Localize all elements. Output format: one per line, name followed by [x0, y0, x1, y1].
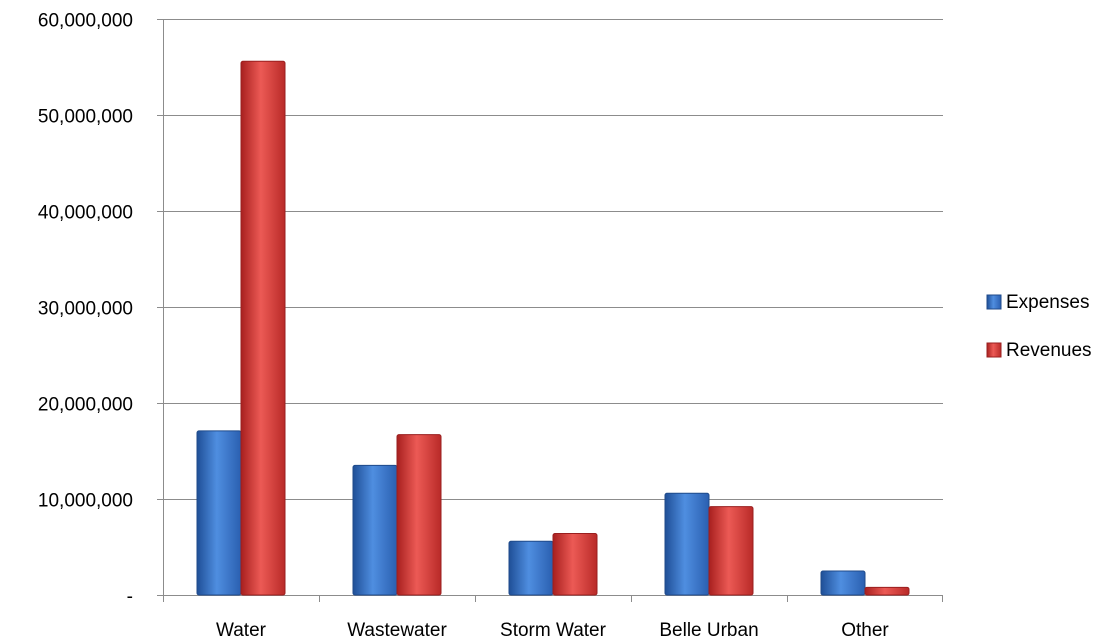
x-category-label: Other [841, 620, 889, 641]
bar-expenses-storm-water [508, 540, 554, 596]
legend-label-expenses: Expenses [1006, 292, 1089, 313]
x-category-label: Storm Water [500, 620, 607, 641]
y-tick-label: 50,000,000 [38, 107, 133, 128]
legend-label-revenues: Revenues [1006, 340, 1092, 361]
y-tick-labels: - 10,000,000 20,000,000 30,000,000 40,000,00… [38, 11, 133, 608]
x-category-label: Belle Urban [659, 620, 758, 641]
bar-revenues-water [240, 60, 286, 596]
bars [196, 60, 910, 596]
bar-revenues-belle-urban [708, 506, 754, 596]
gridlines [163, 19, 943, 500]
y-tick-label: 40,000,000 [38, 203, 133, 224]
y-tick-label: 30,000,000 [38, 299, 133, 320]
legend-swatch-expenses [986, 294, 1002, 310]
bar-expenses-other [820, 570, 866, 596]
legend-swatch-revenues [986, 342, 1002, 358]
y-tick-label: 60,000,000 [38, 11, 133, 32]
bar-expenses-belle-urban [664, 492, 710, 596]
y-tick-label: 20,000,000 [38, 395, 133, 416]
bar-expenses-water [196, 430, 242, 596]
x-category-label: Water [216, 620, 267, 641]
y-tick-label: 10,000,000 [38, 491, 133, 512]
bar-revenues-other [864, 586, 910, 596]
y-tick-label: - [127, 587, 133, 608]
axes [157, 19, 943, 602]
bar-expenses-wastewater [352, 464, 398, 596]
legend: Expenses Revenues [986, 292, 1092, 361]
bar-revenues-storm-water [552, 533, 598, 596]
x-category-label: Wastewater [347, 620, 447, 641]
category-labels: Water Wastewater Storm Water Belle Urban Oth… [216, 620, 889, 641]
bar-revenues-wastewater [396, 434, 442, 596]
